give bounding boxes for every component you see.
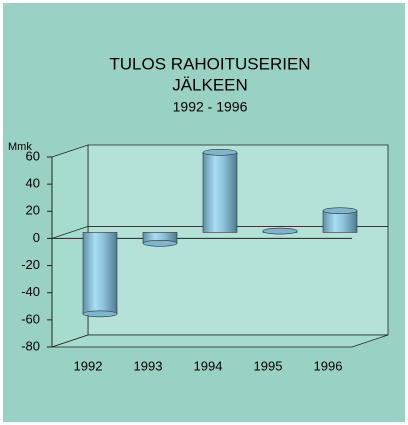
x-tick-label: 1996 — [314, 358, 343, 373]
bar-body — [82, 232, 118, 315]
y-tick-label: 0 — [33, 230, 40, 245]
y-axis-label: Mmk — [8, 141, 32, 153]
y-tick-label: -60 — [21, 311, 40, 326]
bar-cap — [82, 310, 118, 318]
y-tick-label: -20 — [21, 257, 40, 272]
side-wall — [51, 144, 89, 348]
bar-cap — [202, 149, 238, 156]
floor — [51, 334, 389, 348]
bar — [202, 149, 238, 233]
bar — [82, 232, 118, 318]
bar-body — [202, 152, 238, 233]
y-tick-label: 40 — [26, 176, 40, 191]
x-tick-label: 1992 — [74, 358, 103, 373]
bar — [142, 232, 178, 247]
bar-cap — [142, 239, 178, 247]
back-wall — [87, 144, 389, 336]
x-tick-label: 1994 — [194, 358, 223, 373]
chart-subtitle: 1992 - 1996 — [173, 99, 248, 115]
y-tick-label: 60 — [26, 148, 40, 163]
x-tick-label: 1993 — [134, 358, 163, 373]
chart-title: TULOS RAHOITUSERIEN — [109, 54, 310, 73]
y-tick-label: -40 — [21, 284, 40, 299]
bar — [262, 227, 298, 235]
chart-title: JÄLKEEN — [172, 75, 248, 94]
bar-cap — [262, 227, 298, 235]
bar — [322, 207, 358, 233]
x-tick-label: 1995 — [254, 358, 283, 373]
bar-cap — [322, 207, 358, 215]
zero-line — [51, 226, 388, 239]
y-tick-label: -80 — [21, 338, 40, 353]
y-tick-label: 20 — [26, 203, 40, 218]
